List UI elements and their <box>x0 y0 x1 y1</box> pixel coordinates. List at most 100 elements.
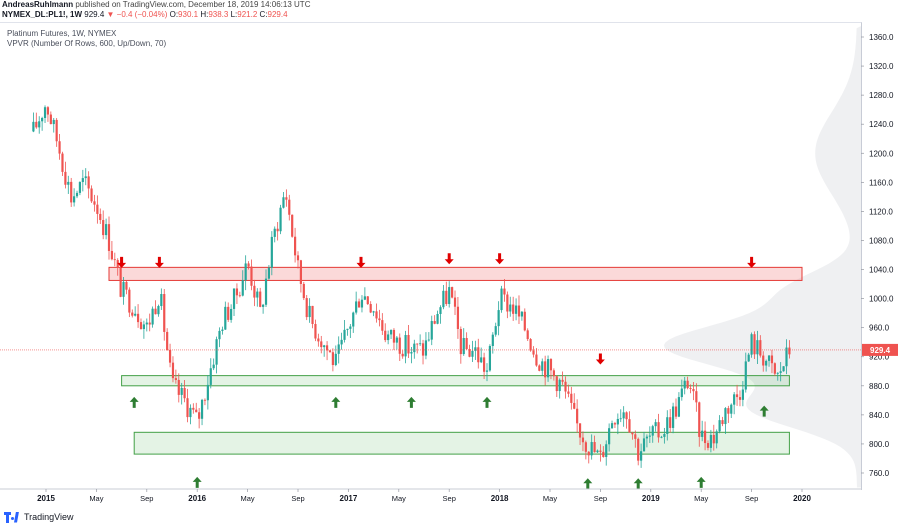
candle <box>293 227 297 263</box>
x-tick-label: Sep <box>443 494 456 503</box>
arrow-up-icon[interactable] <box>331 396 341 408</box>
candle <box>230 304 233 323</box>
candle <box>75 190 79 199</box>
arrow-up-icon[interactable] <box>482 396 492 408</box>
arrow-down-icon[interactable] <box>495 253 505 265</box>
open-label: O: <box>169 10 179 19</box>
candle <box>125 280 128 295</box>
x-tick-label: 2019 <box>642 494 660 503</box>
candle <box>785 339 788 375</box>
open-value: 930.1 <box>178 10 199 19</box>
arrow-up-icon[interactable] <box>406 396 416 408</box>
arrow-down-icon[interactable] <box>154 256 164 268</box>
chart-header: AndreasRuhlmann published on TradingView… <box>2 0 310 10</box>
x-tick-label: May <box>392 494 406 503</box>
y-tick-label: 760.0 <box>869 469 890 478</box>
candle <box>654 419 657 432</box>
candle <box>67 175 70 194</box>
candle <box>323 344 326 357</box>
resistance-zone-0[interactable] <box>108 266 803 281</box>
candle <box>311 305 314 329</box>
brand-name[interactable]: TradingView <box>24 512 74 522</box>
support-zone-1[interactable] <box>121 375 790 387</box>
candle <box>439 305 442 324</box>
candle <box>81 169 84 192</box>
arrow-up-icon[interactable] <box>696 476 706 488</box>
candle <box>189 404 192 425</box>
arrow-down-icon[interactable] <box>444 253 454 265</box>
candle <box>619 409 622 423</box>
candle <box>552 368 555 381</box>
low-value: 921.2 <box>237 10 258 19</box>
support-zone-2[interactable] <box>133 431 790 455</box>
arrow-up-icon[interactable] <box>759 405 769 417</box>
candle <box>206 375 209 410</box>
candle <box>584 440 587 460</box>
candle <box>355 291 358 315</box>
candle <box>238 291 241 298</box>
indicator-legend[interactable]: VPVR (Number Of Rows, 600, Up/Down, 70) <box>7 39 167 48</box>
candle <box>325 341 329 361</box>
x-tick-label: 2017 <box>340 494 358 503</box>
candle <box>177 373 180 403</box>
candle <box>288 194 291 221</box>
candle <box>456 296 460 339</box>
candle <box>218 327 221 348</box>
candle <box>410 347 413 364</box>
candle <box>84 168 87 186</box>
candle <box>32 112 35 133</box>
arrow-up-icon[interactable] <box>633 478 643 490</box>
candle <box>232 288 236 316</box>
candle <box>317 333 320 347</box>
x-axis[interactable]: 2015 May Sep 2016 May Sep 2017 May Sep 2018 May Sep… <box>0 488 861 503</box>
y-tick-label: 1240.0 <box>869 120 894 129</box>
candle <box>378 309 381 327</box>
candle <box>154 300 157 315</box>
y-axis[interactable]: 760.0 800.0 840.0 880.0 920.0 960.0 1000.0 1040… <box>861 33 898 478</box>
candle <box>430 315 433 346</box>
close-value: 929.4 <box>267 10 288 19</box>
tradingview-logo-icon <box>4 511 20 523</box>
publish-info: published on TradingView.com, December 1… <box>75 0 311 9</box>
candle <box>759 335 762 358</box>
candle <box>253 279 256 307</box>
candle <box>695 383 698 412</box>
candle <box>215 336 218 374</box>
arrow-up-icon[interactable] <box>192 476 202 488</box>
candle <box>526 328 529 342</box>
candle <box>151 306 154 328</box>
candle <box>200 398 204 426</box>
candle <box>343 320 346 343</box>
last-price-tag <box>862 343 898 356</box>
candle <box>741 381 744 407</box>
candle <box>448 281 451 308</box>
candle <box>660 435 663 439</box>
arrow-up-icon[interactable] <box>129 396 139 408</box>
candle <box>221 326 224 335</box>
candle <box>733 392 736 415</box>
candle <box>136 304 140 328</box>
candle <box>500 285 503 313</box>
candle <box>523 308 526 332</box>
arrow-down-icon[interactable] <box>595 353 605 365</box>
candle <box>360 295 364 313</box>
arrow-down-icon[interactable] <box>356 256 366 268</box>
symbol[interactable]: NYMEX_DL:PL1!, 1W <box>2 10 83 19</box>
candle <box>134 306 137 317</box>
candle <box>756 330 759 365</box>
x-tick-label: 2018 <box>491 494 509 503</box>
y-tick-label: 840.0 <box>869 411 890 420</box>
candle <box>320 335 323 354</box>
candle <box>340 332 343 350</box>
author-name[interactable]: AndreasRuhlmann <box>2 0 74 9</box>
arrow-up-icon[interactable] <box>583 478 593 490</box>
footer: TradingView <box>4 509 74 525</box>
candle <box>235 283 239 304</box>
arrow-down-icon[interactable] <box>747 256 757 268</box>
arrow-down-icon[interactable] <box>117 256 127 268</box>
candle <box>41 116 44 131</box>
chart-frame[interactable] <box>0 22 862 490</box>
candle <box>305 295 308 321</box>
candle <box>110 241 114 261</box>
